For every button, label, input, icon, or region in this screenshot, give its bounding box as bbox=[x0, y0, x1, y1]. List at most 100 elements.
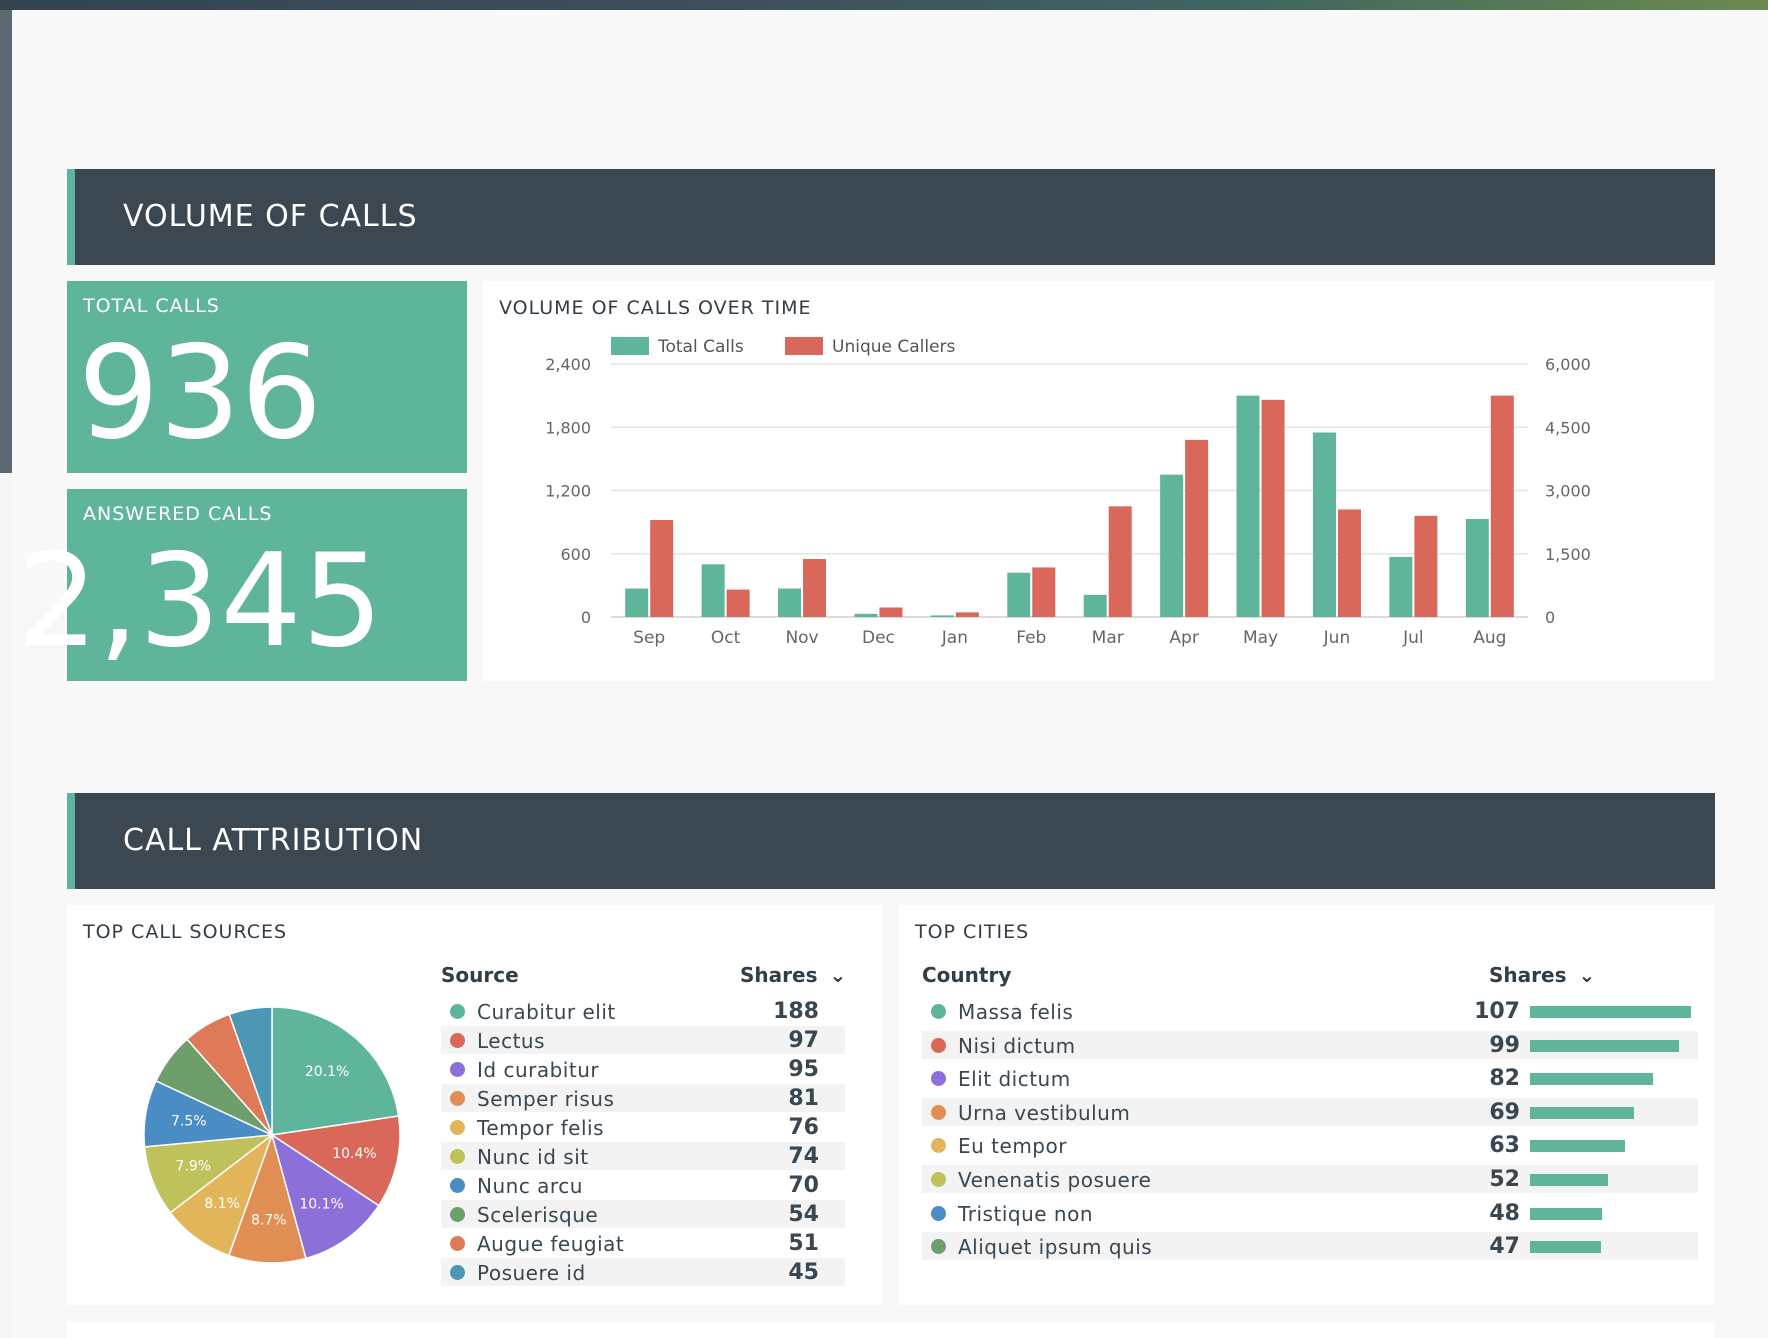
col-header-shares-cities[interactable]: Shares ⌄ bbox=[1489, 963, 1595, 987]
table-row[interactable]: Lectus 97 bbox=[441, 1026, 845, 1054]
row-value: 95 bbox=[788, 1057, 819, 1082]
table-row[interactable]: Nisi dictum 99 bbox=[922, 1030, 1698, 1059]
legend-dot bbox=[450, 1178, 465, 1193]
bar-total-calls-jul bbox=[1389, 556, 1413, 617]
volume-bar-chart: Total Calls Unique Callers 0 600 1,200 1,800 2… bbox=[545, 337, 1591, 648]
bar-unique-callers-sep bbox=[650, 520, 674, 617]
y-left-tick-label: 0 bbox=[581, 608, 591, 627]
row-name: Posuere id bbox=[477, 1261, 586, 1285]
legend-dot bbox=[450, 1120, 465, 1135]
y-left-tick-label: 2,400 bbox=[545, 355, 591, 374]
table-row[interactable]: Venenatis posuere 52 bbox=[922, 1165, 1698, 1193]
col-header-shares-label: Shares bbox=[740, 963, 818, 987]
table-row[interactable]: Massa felis 107 bbox=[922, 997, 1698, 1025]
legend-dot bbox=[450, 1149, 465, 1164]
col-header-shares-sources[interactable]: Shares ⌄ bbox=[740, 963, 846, 987]
legend-dot bbox=[450, 1207, 465, 1222]
bar-total-calls-dec bbox=[854, 613, 878, 617]
row-name: Urna vestibulum bbox=[958, 1100, 1131, 1125]
bar-total-calls-oct bbox=[701, 564, 725, 617]
row-name: Augue feugiat bbox=[477, 1232, 625, 1256]
table-row[interactable]: Aliquet ipsum quis 47 bbox=[922, 1232, 1698, 1261]
row-value: 54 bbox=[788, 1202, 819, 1227]
bar-total-calls-feb bbox=[1007, 572, 1031, 617]
table-row[interactable]: Id curabitur 95 bbox=[441, 1055, 845, 1083]
pie-slice-label-3: 8.7% bbox=[251, 1212, 287, 1228]
table-row[interactable]: Curabitur elit 188 bbox=[441, 997, 845, 1025]
row-value: 47 bbox=[1489, 1234, 1520, 1260]
row-value: 81 bbox=[788, 1086, 819, 1111]
bar-unique-callers-jul bbox=[1414, 515, 1438, 617]
kpi-total-calls-value: 936 bbox=[77, 319, 323, 468]
top-cities-card: TOP CITIES Country Shares ⌄ Massa felis 10… bbox=[899, 905, 1715, 1305]
table-row[interactable]: Tempor felis 76 bbox=[441, 1113, 845, 1141]
col-header-shares-label: Shares bbox=[1489, 963, 1567, 987]
x-tick-label-jan: Jan bbox=[941, 628, 968, 648]
table-row[interactable]: Tristique non 48 bbox=[922, 1199, 1698, 1227]
bar-total-calls-sep bbox=[625, 588, 649, 617]
table-row[interactable]: Semper risus 81 bbox=[441, 1084, 845, 1112]
top-accent-bar bbox=[0, 0, 1768, 10]
row-name: Nunc arcu bbox=[477, 1174, 583, 1198]
row-name: Venenatis posuere bbox=[958, 1168, 1152, 1192]
row-value: 69 bbox=[1489, 1099, 1520, 1125]
bar-unique-callers-jun bbox=[1337, 509, 1361, 617]
row-value: 45 bbox=[788, 1260, 819, 1285]
chevron-down-icon: ⌄ bbox=[1578, 963, 1596, 987]
legend-dot bbox=[450, 1033, 465, 1048]
section-header-attribution: CALL ATTRIBUTION bbox=[67, 793, 1715, 889]
legend-dot bbox=[931, 1205, 946, 1221]
legend-dot bbox=[450, 1091, 465, 1106]
kpi-total-calls-label: TOTAL CALLS bbox=[83, 295, 220, 317]
table-row[interactable]: Posuere id 45 bbox=[441, 1258, 845, 1286]
legend-dot bbox=[931, 1004, 946, 1019]
next-card-edge bbox=[67, 1322, 1715, 1338]
row-name: Tristique non bbox=[958, 1201, 1093, 1226]
table-row[interactable]: Eu tempor 63 bbox=[922, 1131, 1698, 1159]
y-right-tick-label: 6,000 bbox=[1545, 355, 1591, 374]
table-row[interactable]: Urna vestibulum 69 bbox=[922, 1097, 1698, 1126]
table-row[interactable]: Nunc arcu 70 bbox=[441, 1171, 845, 1199]
table-row[interactable]: Nunc id sit 74 bbox=[441, 1142, 845, 1170]
row-value: 76 bbox=[788, 1115, 819, 1140]
top-sources-card: TOP CALL SOURCES 20.1% 10.4% 10.1% 8.7% 8.1%… bbox=[67, 905, 883, 1305]
bar-unique-callers-apr bbox=[1185, 439, 1209, 617]
bar-unique-callers-aug bbox=[1490, 395, 1514, 617]
legend-dot bbox=[931, 1172, 946, 1187]
y-right-tick-label: 1,500 bbox=[1545, 545, 1591, 564]
x-tick-label-apr: Apr bbox=[1169, 628, 1198, 648]
row-name: Tempor felis bbox=[477, 1116, 604, 1140]
legend-dot bbox=[931, 1239, 946, 1255]
row-name: Semper risus bbox=[477, 1087, 615, 1111]
x-tick-label-sep: Sep bbox=[633, 628, 665, 648]
table-row[interactable]: Scelerisque 54 bbox=[441, 1200, 845, 1228]
share-bar bbox=[1530, 1039, 1679, 1052]
row-name: Eu tempor bbox=[958, 1134, 1067, 1159]
table-row[interactable]: Elit dictum 82 bbox=[922, 1064, 1698, 1092]
bar-total-calls-aug bbox=[1465, 518, 1489, 617]
table-row[interactable]: Augue feugiat 51 bbox=[441, 1229, 845, 1257]
row-name: Elit dictum bbox=[958, 1067, 1071, 1092]
x-tick-label-oct: Oct bbox=[711, 628, 741, 648]
pie-slice-label-0: 20.1% bbox=[305, 1064, 349, 1080]
bar-unique-callers-mar bbox=[1108, 506, 1132, 617]
legend-dot bbox=[931, 1104, 946, 1120]
pie-slice-label-2: 10.1% bbox=[299, 1196, 343, 1212]
x-tick-label-dec: Dec bbox=[862, 628, 895, 648]
bar-total-calls-jan bbox=[930, 615, 954, 617]
x-tick-label-jun: Jun bbox=[1323, 628, 1351, 648]
share-bar bbox=[1530, 1174, 1609, 1186]
row-name: Curabitur elit bbox=[477, 1000, 616, 1024]
kpi-total-calls: TOTAL CALLS 936 bbox=[67, 281, 467, 473]
legend-dot bbox=[450, 1265, 465, 1280]
legend-dot bbox=[450, 1062, 465, 1077]
row-name: Scelerisque bbox=[477, 1203, 599, 1227]
pie-slice-2 bbox=[270, 1133, 380, 1260]
x-tick-label-may: May bbox=[1243, 628, 1278, 648]
row-value: 107 bbox=[1474, 999, 1520, 1024]
y-left-tick-label: 1,200 bbox=[545, 482, 591, 501]
row-name: Nisi dictum bbox=[958, 1033, 1076, 1058]
kpi-answered-calls-label: ANSWERED CALLS bbox=[83, 503, 273, 525]
row-name: Aliquet ipsum quis bbox=[958, 1235, 1153, 1260]
col-header-country: Country bbox=[922, 963, 1012, 987]
